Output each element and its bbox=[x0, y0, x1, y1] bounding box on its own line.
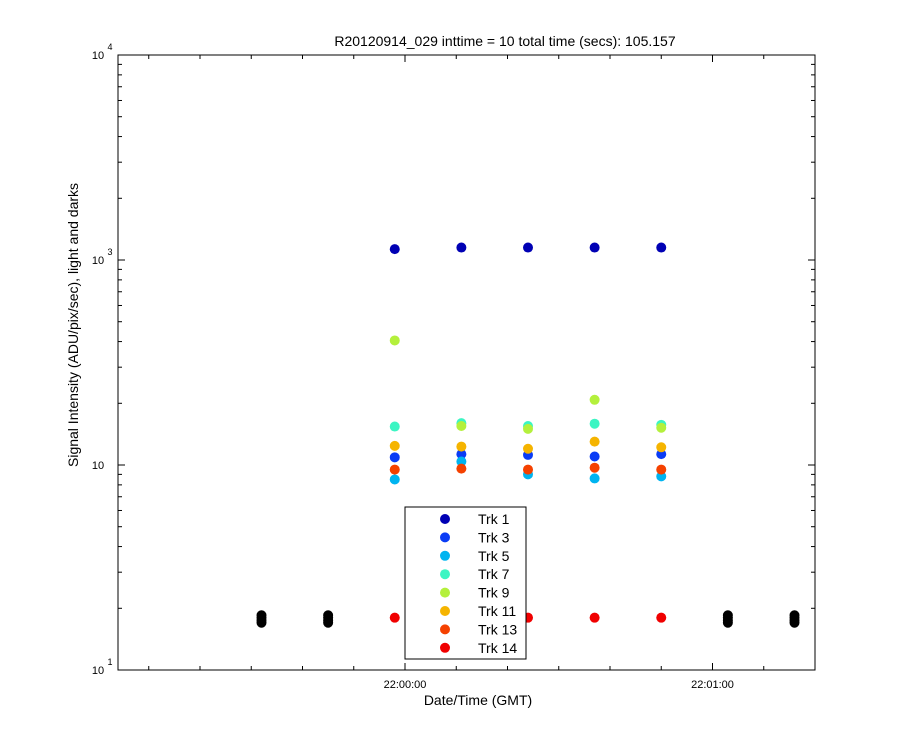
legend-marker bbox=[440, 514, 450, 524]
data-point bbox=[589, 612, 600, 623]
data-point bbox=[389, 464, 400, 475]
data-point bbox=[589, 242, 600, 253]
data-point bbox=[389, 612, 400, 623]
legend-label: Trk 3 bbox=[478, 529, 510, 545]
data-point bbox=[523, 443, 533, 454]
y-axis-label: Signal Intensity (ADU/pix/sec), light an… bbox=[65, 183, 81, 467]
data-point bbox=[589, 394, 600, 405]
data-point bbox=[456, 420, 467, 431]
y-tick-label: 10 bbox=[92, 50, 104, 62]
y-tick-label: 10 bbox=[92, 255, 104, 267]
dark-point bbox=[323, 610, 334, 621]
legend-marker bbox=[440, 569, 450, 580]
legend-box bbox=[404, 506, 527, 660]
y-tick-exponent: 3 bbox=[107, 247, 112, 257]
x-axis-label: Date/Time (GMT) bbox=[424, 692, 532, 708]
data-point bbox=[456, 441, 467, 452]
legend-label: Trk 11 bbox=[478, 603, 516, 619]
data-point bbox=[589, 451, 600, 462]
data-point bbox=[389, 452, 400, 463]
x-tick-label: 22:00:00 bbox=[384, 679, 427, 691]
legend-label: Trk 7 bbox=[478, 566, 510, 582]
dark-point bbox=[722, 610, 733, 621]
dark-point bbox=[789, 610, 800, 621]
data-point bbox=[456, 242, 467, 253]
data-point bbox=[656, 442, 667, 453]
data-point bbox=[656, 612, 667, 623]
legend-marker bbox=[440, 587, 450, 598]
data-point bbox=[456, 449, 467, 460]
legend-label: Trk 1 bbox=[478, 511, 510, 527]
chart-title: R20120914_029 inttime = 10 total time (s… bbox=[334, 33, 675, 49]
legend-marker bbox=[440, 606, 450, 616]
data-point bbox=[589, 473, 600, 484]
data-point bbox=[389, 474, 400, 485]
data-point bbox=[389, 335, 400, 346]
data-points bbox=[389, 242, 667, 623]
data-point bbox=[656, 242, 667, 253]
dark-point bbox=[256, 610, 267, 621]
legend-marker bbox=[440, 532, 450, 543]
legend-label: Trk 13 bbox=[478, 621, 517, 637]
y-tick-label: 10 bbox=[92, 665, 104, 677]
data-point bbox=[523, 423, 533, 434]
data-point bbox=[589, 436, 600, 447]
data-point bbox=[589, 418, 600, 429]
data-point bbox=[523, 242, 533, 253]
x-tick-labels: 22:00:00 22:01:00 bbox=[384, 679, 734, 691]
data-point bbox=[523, 464, 533, 475]
legend: Trk 1 Trk 3 Trk 5 Trk 7 Trk 9 Trk 11 Trk 13 Trk… bbox=[404, 506, 527, 660]
data-point bbox=[389, 421, 400, 432]
legend-marker bbox=[440, 624, 450, 635]
y-tick-exponent: 4 bbox=[107, 42, 112, 52]
data-point bbox=[389, 244, 400, 255]
dark-points bbox=[256, 610, 800, 628]
y-tick-label: 10 bbox=[92, 460, 104, 472]
legend-label: Trk 14 bbox=[478, 640, 517, 656]
data-point bbox=[589, 462, 600, 473]
legend-label: Trk 9 bbox=[478, 585, 510, 601]
data-point bbox=[456, 456, 467, 467]
y-tick-exponent: 1 bbox=[107, 657, 112, 667]
x-tick-label: 22:01:00 bbox=[691, 679, 734, 691]
legend-marker bbox=[440, 550, 450, 561]
data-point bbox=[389, 440, 400, 451]
axis-ticks bbox=[118, 55, 816, 671]
data-point bbox=[456, 463, 467, 474]
legend-marker bbox=[440, 642, 450, 653]
data-point bbox=[656, 422, 667, 433]
data-point bbox=[656, 464, 667, 475]
legend-label: Trk 5 bbox=[478, 548, 510, 564]
